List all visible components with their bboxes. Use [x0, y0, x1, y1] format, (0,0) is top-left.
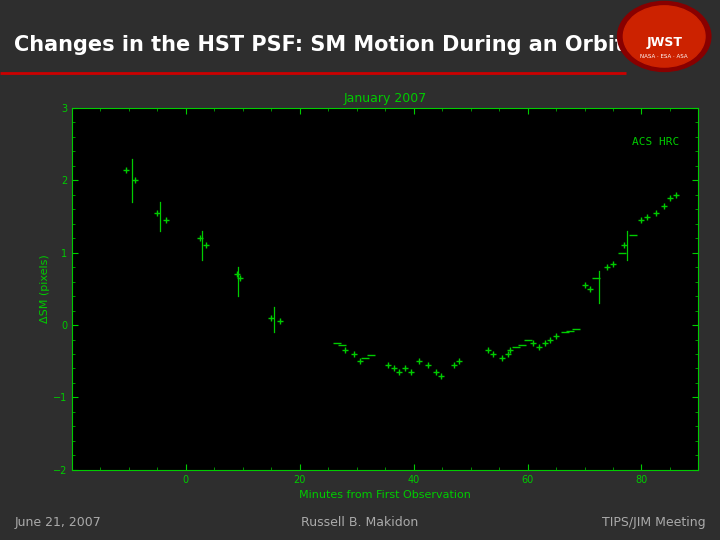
- Text: JWST: JWST: [647, 36, 683, 49]
- Title: January 2007: January 2007: [343, 92, 427, 105]
- Circle shape: [624, 6, 705, 67]
- Text: ACS HRC: ACS HRC: [632, 137, 680, 147]
- X-axis label: Minutes from First Observation: Minutes from First Observation: [300, 490, 471, 500]
- Text: TIPS/JIM Meeting: TIPS/JIM Meeting: [602, 516, 706, 529]
- Text: June 21, 2007: June 21, 2007: [14, 516, 101, 529]
- Y-axis label: ΔSM (pixels): ΔSM (pixels): [40, 254, 50, 323]
- Text: Russell B. Makidon: Russell B. Makidon: [302, 516, 418, 529]
- Circle shape: [618, 2, 711, 71]
- Text: NASA · ESA · ASA: NASA · ESA · ASA: [640, 55, 688, 59]
- Text: Changes in the HST PSF: SM Motion During an Orbit: Changes in the HST PSF: SM Motion During…: [14, 35, 626, 55]
